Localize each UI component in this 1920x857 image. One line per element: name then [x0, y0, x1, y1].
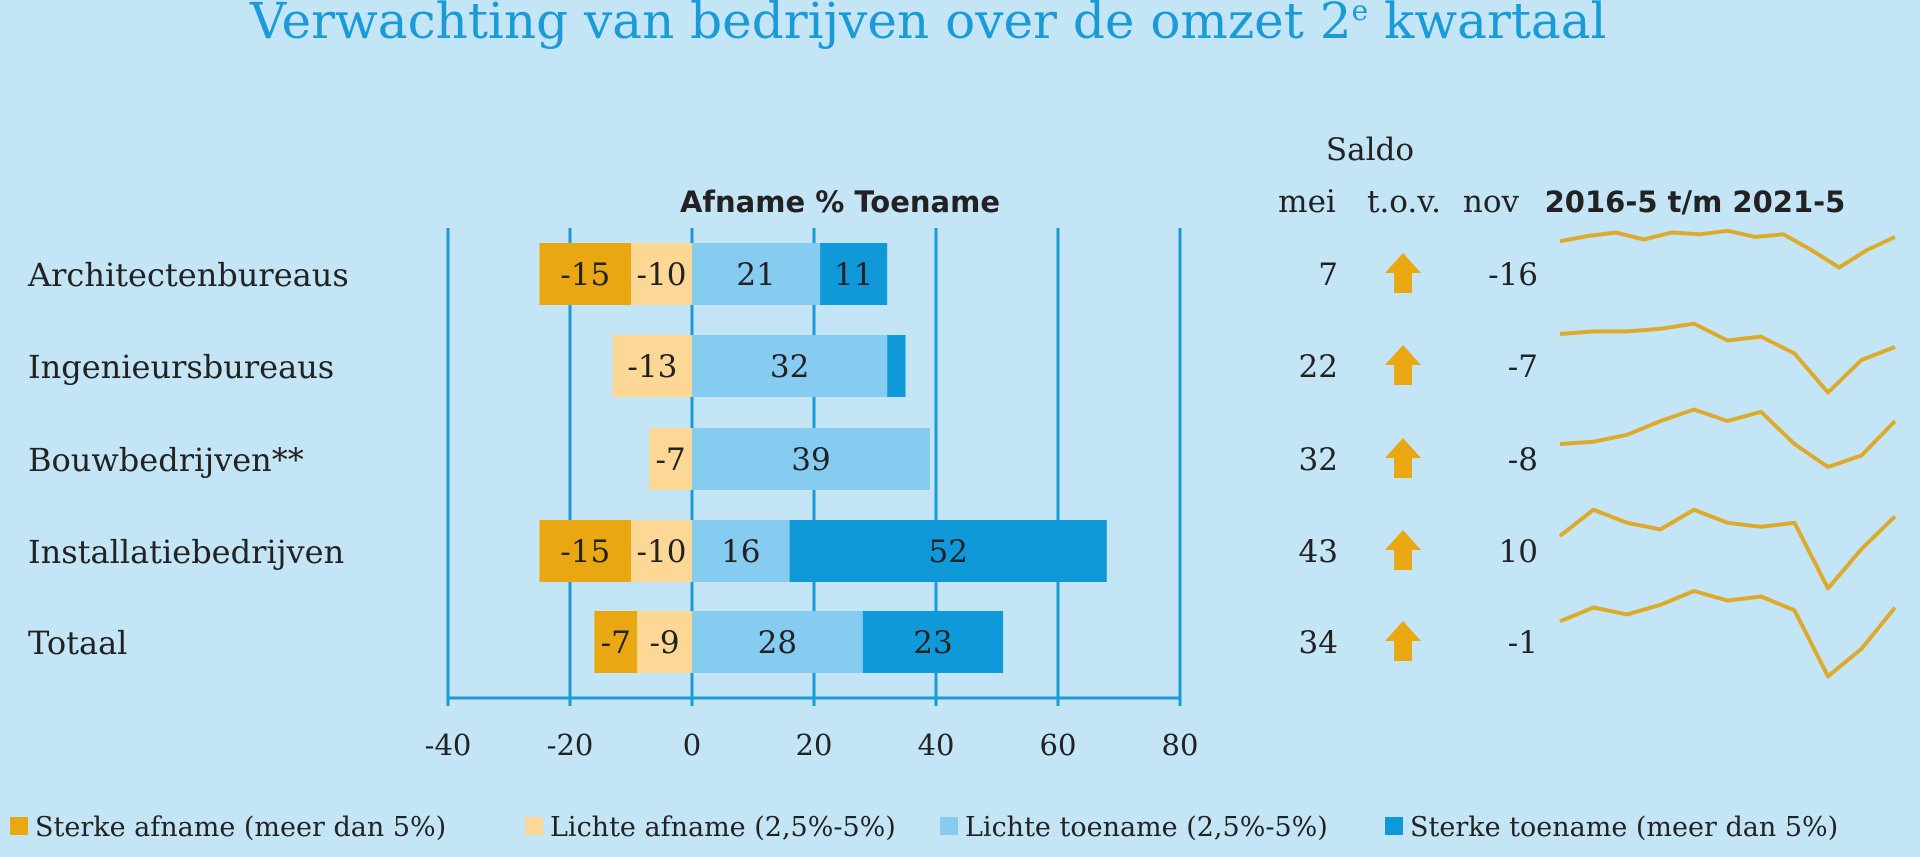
x-tick-label: 40: [918, 728, 955, 762]
arrow-up-icon: [1385, 530, 1421, 570]
bar-value-label: 21: [736, 257, 775, 293]
bar-sterke-toename: [789, 520, 1107, 582]
legend-lichte-toename: Lichte toename (2,5%-5%): [965, 812, 1328, 843]
bar-value-label: 32: [770, 349, 809, 385]
category-label: Totaal: [28, 624, 127, 662]
legend: Sterke afname (meer dan 5%) Lichte afname…: [10, 812, 1838, 843]
category-label: Architectenbureaus: [27, 256, 349, 294]
sparkline-totaal: [1559, 589, 1897, 679]
bar-layer: [539, 243, 1107, 673]
chart-title: Verwachting van bedrijven over de omzet …: [249, 0, 1607, 50]
bar-value-label: -7: [656, 442, 686, 478]
category-label: Ingenieursbureaus: [28, 348, 334, 386]
label-layer: Architectenbureaus -10 -15 21 11 Ingenieursbu…: [27, 256, 968, 662]
bar-value-label: 52: [928, 534, 967, 570]
bar-value-label: -7: [601, 625, 631, 661]
bar-lichte-toename: [692, 611, 863, 673]
bar-sterke-afname: [539, 243, 631, 305]
bar-value-label: -10: [637, 534, 687, 570]
bar-lichte-afname: [649, 428, 692, 490]
x-tick-label: 60: [1040, 728, 1077, 762]
legend-sterke-toename: Sterke toename (meer dan 5%): [1410, 812, 1838, 843]
nov-header: nov: [1463, 184, 1520, 220]
bar-sterke-toename: [887, 335, 906, 397]
bar-value-label: -9: [649, 625, 679, 661]
x-tick-label: 80: [1162, 728, 1199, 762]
x-tick-label: 20: [796, 728, 833, 762]
x-tick-label: -40: [425, 728, 472, 762]
saldo-mei-value: 34: [1299, 625, 1338, 661]
x-tick-label: 0: [683, 728, 701, 762]
bar-value-label: -15: [560, 534, 610, 570]
bar-lichte-toename: [692, 335, 888, 397]
legend-sterke-afname-swatch: [10, 817, 28, 835]
arrow-up-icon: [1385, 438, 1421, 478]
bar-lichte-toename: [692, 520, 790, 582]
sparkline-architectenbureaus: [1559, 228, 1896, 270]
trend-header: 2016-5 t/m 2021-5: [1545, 185, 1846, 219]
saldo-nov-value: -1: [1508, 625, 1538, 661]
arrow-up-icon: [1385, 345, 1421, 385]
bar-sterke-toename: [820, 243, 888, 305]
legend-sterke-toename-swatch: [1385, 817, 1403, 835]
grid-layer: -40 -20 0 20 40 60 80: [425, 228, 1199, 762]
bar-lichte-afname: [631, 520, 692, 582]
bar-value-label: 39: [791, 442, 830, 478]
category-label: Installatiebedrijven: [28, 533, 344, 571]
bar-value-label: -13: [627, 349, 677, 385]
bar-sterke-toename: [862, 611, 1004, 673]
mei-header: mei: [1278, 184, 1336, 220]
saldo-nov-value: -8: [1508, 442, 1538, 478]
saldo-nov-value: 10: [1499, 534, 1538, 570]
bar-value-label: 23: [913, 625, 952, 661]
saldo-mei-value: 32: [1299, 442, 1338, 478]
bar-value-label: 16: [721, 534, 760, 570]
bar-lichte-toename: [692, 428, 930, 490]
sparkline-installatiebedrijven: [1558, 507, 1897, 591]
arrow-up-icon: [1385, 253, 1421, 293]
sparkline-bouwbedrijven: [1559, 407, 1897, 469]
legend-lichte-afname: Lichte afname (2,5%-5%): [550, 812, 896, 843]
legend-lichte-afname-swatch: [525, 817, 543, 835]
legend-sterke-afname: Sterke afname (meer dan 5%): [35, 812, 446, 843]
sparklines: [1558, 228, 1897, 679]
bar-value-label: 11: [834, 257, 873, 293]
category-label: Bouwbedrijven**: [28, 441, 304, 479]
sparkline-ingenieursbureaus: [1559, 321, 1896, 395]
bar-lichte-toename: [692, 243, 821, 305]
saldo-nov-value: -16: [1488, 257, 1538, 293]
saldo-mei-value: 22: [1299, 349, 1338, 385]
bar-value-label: 28: [758, 625, 797, 661]
bar-lichte-afname: [612, 335, 692, 397]
saldo-mei-value: 7: [1318, 257, 1338, 293]
saldo-table: 7 -16 22 -7 32 -8 43 10 34 -1: [1299, 253, 1538, 661]
tov-header: t.o.v.: [1367, 184, 1441, 220]
saldo-nov-value: -7: [1508, 349, 1538, 385]
x-tick-label: -20: [547, 728, 594, 762]
bar-lichte-afname: [637, 611, 692, 673]
bar-value-label: -10: [637, 257, 687, 293]
legend-lichte-toename-swatch: [940, 817, 958, 835]
saldo-mei-value: 43: [1299, 534, 1338, 570]
bar-sterke-afname: [594, 611, 638, 673]
saldo-header: Saldo: [1326, 132, 1414, 168]
bar-lichte-afname: [631, 243, 692, 305]
bar-value-label: -15: [560, 257, 610, 293]
arrow-up-icon: [1385, 621, 1421, 661]
chart-header: Afname % Toename: [680, 185, 1000, 219]
bar-sterke-afname: [539, 520, 631, 582]
